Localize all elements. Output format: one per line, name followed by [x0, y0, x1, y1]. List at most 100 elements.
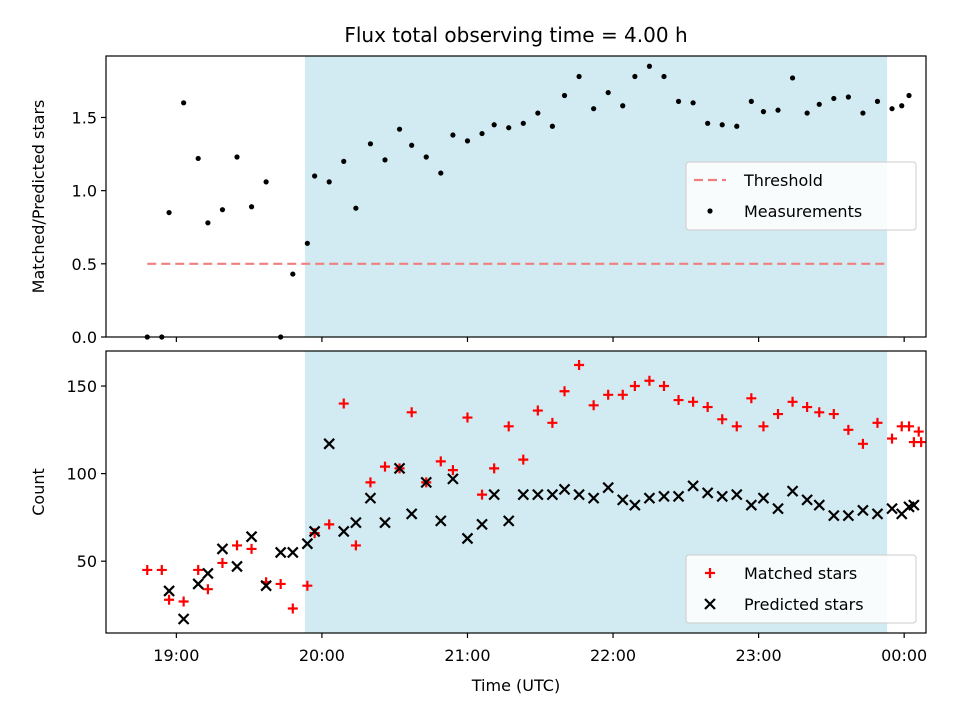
predicted-star-point — [337, 525, 350, 538]
predicted-star-point — [908, 499, 920, 511]
measurement-point — [290, 271, 296, 277]
matched-star-point — [142, 564, 153, 575]
matched-star-point — [489, 463, 500, 474]
predicted-star-point — [786, 485, 799, 497]
count-legend: Matched stars Predicted stars — [685, 554, 917, 624]
matched-star-point — [913, 426, 924, 437]
measurement-point — [632, 73, 638, 80]
matched-star-point — [287, 603, 298, 614]
measurement-point — [748, 98, 754, 104]
predicted-star-point — [488, 488, 500, 501]
measurement-point — [464, 138, 471, 144]
predicted-star-point — [245, 530, 258, 543]
count-x-ticks: 19:00 20:00 21:00 22:00 23:00 00:00 — [153, 633, 927, 665]
matched-star-point — [916, 437, 927, 448]
measurement-point — [438, 170, 444, 176]
predicted-star-point — [350, 516, 362, 529]
x-tick-label: 20:00 — [299, 646, 345, 665]
matched-star-point — [787, 396, 798, 407]
predicted-star-point — [308, 525, 321, 538]
predicted-star-point — [757, 492, 770, 504]
predicted-star-point — [745, 499, 758, 511]
predicted-star-point — [476, 518, 488, 531]
measurement-point — [520, 120, 526, 126]
y-tick-label: 0.0 — [72, 328, 97, 347]
predicted-star-point — [629, 499, 641, 511]
predicted-star-point — [672, 490, 685, 503]
predicted-star-point — [558, 483, 571, 496]
ratio-panel: 0.0 0.5 1.0 1.5 Matched/Predicted stars Thr… — [29, 55, 927, 347]
predicted-star-point — [287, 546, 299, 559]
measurement-point — [906, 92, 912, 99]
predicted-star-point — [587, 492, 600, 504]
predicted-star-point — [801, 494, 813, 506]
measurement-point — [181, 100, 187, 106]
legend-swatch-predicted — [704, 598, 716, 610]
measurement-point — [874, 98, 881, 104]
predicted-star-point — [323, 438, 335, 450]
matched-star-point — [802, 402, 813, 413]
measurement-point — [561, 92, 568, 99]
matched-star-point — [462, 412, 473, 423]
matched-star-point — [658, 381, 669, 392]
matched-star-point — [843, 424, 854, 435]
matched-star-point — [302, 580, 313, 591]
x-tick-label: 23:00 — [736, 646, 782, 665]
x-tick-label: 22:00 — [590, 646, 636, 665]
predicted-star-point — [435, 515, 447, 527]
matched-star-point — [559, 386, 570, 397]
matched-star-point — [644, 375, 655, 386]
y-tick-label: 150 — [66, 377, 97, 396]
predicted-star-point — [730, 488, 743, 501]
y-tick-label: 0.5 — [72, 255, 97, 274]
predicted-star-point — [163, 585, 175, 597]
measurement-point — [205, 220, 211, 226]
count-marks — [142, 360, 927, 625]
matched-star-point — [156, 564, 167, 575]
matched-star-point — [217, 557, 228, 568]
predicted-star-point — [231, 560, 243, 573]
matched-star-point — [379, 461, 390, 472]
matched-star-point — [503, 421, 514, 432]
measurement-point — [789, 75, 796, 81]
matched-star-point — [872, 417, 883, 428]
matched-star-point — [588, 400, 599, 411]
matched-star-point — [178, 596, 189, 607]
matched-star-point — [232, 540, 243, 551]
predicted-star-point — [573, 488, 585, 501]
matched-star-point — [246, 543, 257, 554]
measurement-point — [326, 179, 332, 185]
predicted-star-point — [517, 488, 530, 501]
ratio-axes-frame — [105, 55, 927, 338]
matched-star-point — [164, 594, 175, 605]
matched-star-point — [574, 360, 585, 371]
measurement-point — [816, 101, 822, 107]
chart-title: Flux total observing time = 4.00 h — [344, 23, 687, 47]
legend-label: Predicted stars — [744, 595, 864, 614]
measurement-point — [605, 89, 611, 96]
matched-star-point — [688, 396, 699, 407]
matched-star-point — [828, 409, 839, 420]
predicted-star-point — [857, 504, 869, 517]
predicted-star-point — [546, 488, 559, 501]
measurement-point — [506, 125, 512, 131]
ratio-x-ticks — [175, 337, 905, 342]
matched-star-point — [547, 417, 558, 428]
predicted-star-point — [405, 508, 418, 520]
matched-star-point — [673, 395, 684, 406]
predicted-star-point — [364, 492, 377, 504]
predicted-star-point — [813, 499, 826, 511]
measurement-point — [889, 106, 895, 112]
measurement-point — [804, 110, 810, 116]
measurement-point — [491, 122, 497, 128]
predicted-star-point — [502, 515, 515, 527]
legend-label: Threshold — [743, 171, 823, 190]
predicted-star-point — [461, 532, 474, 545]
measurement-point — [549, 123, 555, 129]
measurement-point — [409, 142, 415, 148]
y-tick-label: 1.0 — [72, 182, 97, 201]
matched-star-point — [617, 389, 628, 400]
ratio-legend: Threshold Measurements — [685, 161, 917, 231]
predicted-star-point — [687, 480, 699, 492]
ratio-marks — [144, 63, 912, 340]
